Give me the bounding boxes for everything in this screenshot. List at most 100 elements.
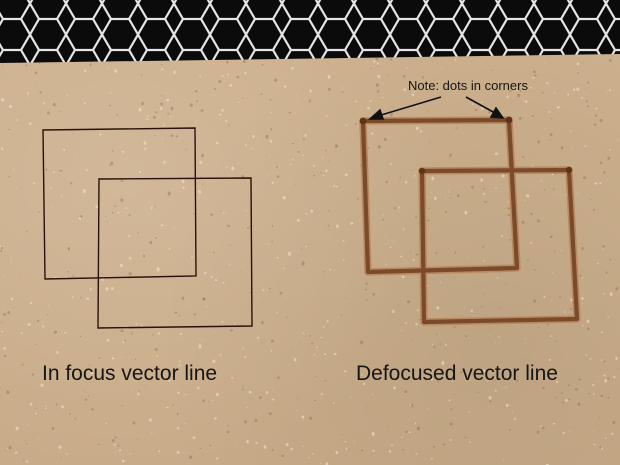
fiber-speck [168, 379, 171, 382]
fiber-speck [590, 193, 592, 195]
fiber-speck [607, 316, 610, 318]
fiber-speck [55, 403, 58, 406]
fiber-speck [153, 115, 156, 120]
fiber-speck [375, 58, 379, 61]
fiber-speck [269, 287, 272, 290]
fiber-speck [560, 250, 563, 252]
fiber-speck [509, 239, 512, 241]
fiber-speck [366, 407, 368, 409]
fiber-speck [522, 156, 525, 158]
fiber-speck [372, 292, 375, 296]
fiber-speck [99, 133, 102, 136]
fiber-speck [119, 263, 123, 268]
fiber-speck [488, 110, 491, 114]
fiber-speck [411, 339, 413, 341]
fiber-speck [533, 299, 536, 303]
fiber-speck [35, 343, 38, 346]
fiber-speck [612, 420, 616, 425]
fiber-speck [390, 444, 394, 446]
fiber-speck [386, 426, 389, 428]
fiber-speck [290, 163, 292, 166]
fiber-speck [526, 194, 530, 198]
fiber-speck [509, 90, 512, 92]
fiber-speck [521, 357, 523, 359]
fiber-speck [195, 121, 197, 123]
fiber-speck [108, 104, 111, 107]
fiber-speck [526, 259, 530, 262]
fiber-speck [371, 132, 374, 135]
fiber-speck [600, 394, 604, 397]
fiber-speck [607, 156, 610, 160]
fiber-speck [593, 123, 597, 126]
fiber-speck [367, 147, 370, 150]
fiber-speck [308, 99, 311, 103]
fiber-speck [120, 179, 124, 182]
fiber-speck [160, 102, 163, 106]
fiber-speck [166, 98, 170, 102]
fiber-speck [436, 333, 438, 335]
fiber-speck [584, 145, 587, 148]
fiber-speck [198, 190, 202, 194]
fiber-speck [529, 87, 533, 89]
fiber-speck [216, 457, 219, 460]
fiber-speck [105, 287, 109, 291]
fiber-speck [398, 206, 400, 209]
fiber-speck [603, 171, 606, 174]
fiber-speck [617, 133, 619, 135]
fiber-speck [587, 327, 590, 330]
fiber-speck [242, 97, 244, 99]
fiber-speck [400, 255, 403, 258]
fiber-speck [159, 106, 163, 111]
fiber-speck [0, 250, 3, 252]
fiber-speck [404, 390, 408, 394]
fiber-speck [110, 92, 112, 94]
fiber-speck [369, 100, 372, 102]
fiber-speck [571, 147, 573, 149]
fiber-speck [415, 452, 418, 455]
fiber-speck [236, 75, 240, 79]
fiber-speck [174, 311, 178, 314]
fiber-speck [385, 263, 387, 266]
fiber-speck [548, 358, 551, 361]
fiber-speck [184, 422, 186, 425]
fiber-speck [303, 138, 305, 141]
fiber-speck [135, 358, 137, 361]
fiber-speck [72, 275, 75, 277]
fiber-speck [207, 400, 210, 402]
fiber-speck [498, 335, 500, 339]
fiber-speck [201, 153, 204, 158]
fiber-speck [83, 389, 86, 391]
fiber-speck [199, 447, 202, 449]
fiber-speck [88, 363, 91, 366]
fiber-speck [229, 329, 233, 332]
fiber-speck [22, 459, 24, 461]
fiber-speck [585, 354, 587, 356]
fiber-speck [105, 422, 108, 425]
fiber-speck [128, 214, 131, 216]
fiber-speck [1, 246, 3, 250]
fiber-speck [178, 364, 182, 366]
fiber-speck [465, 335, 467, 338]
fiber-speck [354, 100, 357, 103]
fiber-speck [43, 102, 46, 105]
fiber-speck [20, 430, 22, 432]
fiber-speck [114, 205, 116, 208]
fiber-speck [392, 344, 395, 347]
fiber-speck [246, 439, 249, 444]
fiber-speck [305, 245, 307, 248]
fiber-speck [254, 418, 258, 423]
fiber-speck [111, 357, 115, 360]
fiber-speck [507, 207, 510, 210]
fiber-speck [419, 130, 423, 133]
fiber-speck [411, 93, 415, 97]
fiber-speck [336, 224, 339, 228]
fiber-speck [249, 291, 252, 294]
defocused-squares [359, 116, 581, 326]
fiber-speck [320, 336, 323, 339]
fiber-speck [60, 456, 62, 458]
fiber-speck [169, 116, 172, 118]
fiber-speck [382, 218, 385, 221]
fiber-speck [271, 240, 273, 243]
fiber-speck [562, 431, 565, 435]
fiber-speck [270, 111, 272, 114]
